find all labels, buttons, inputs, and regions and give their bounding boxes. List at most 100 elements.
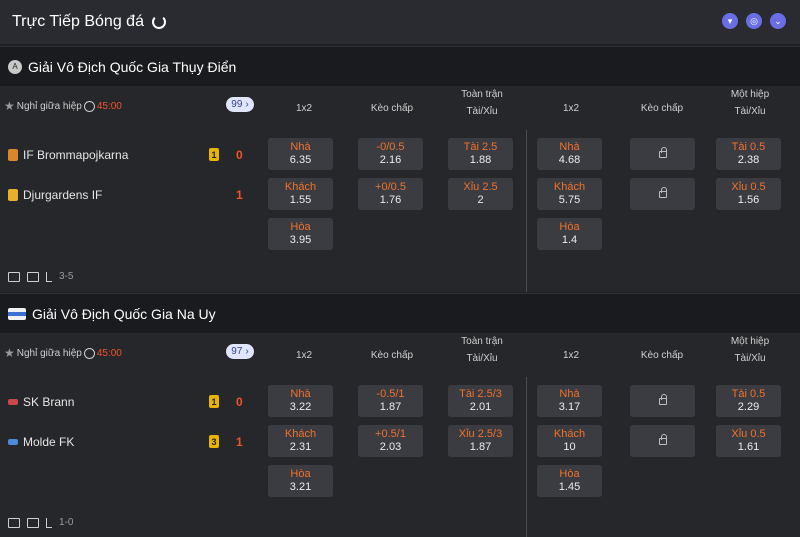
odd-label: Xỉu 2.5/3 xyxy=(458,428,503,440)
odd-half-draw[interactable]: Hòa 1.45 xyxy=(537,465,602,497)
league-header[interactable]: Giải Vô Địch Quốc Gia Na Uy xyxy=(0,293,800,333)
team-badge-icon xyxy=(8,149,18,161)
stats-icon[interactable] xyxy=(46,271,52,282)
team-badge-icon xyxy=(8,439,18,445)
column-header-row: ★ Nghỉ giữa hiệp 45:00 99 › 1x2 Kèo chấp … xyxy=(0,86,800,130)
more-markets-button[interactable]: 97 › xyxy=(226,344,254,359)
odd-ft-under[interactable]: Xỉu 2.5/3 1.87 xyxy=(448,425,513,457)
odd-ft-away[interactable]: Khách 1.55 xyxy=(268,178,333,210)
odd-label: Khách xyxy=(284,428,317,440)
col-ft-label: Toàn trận xyxy=(461,336,503,347)
settings-icon[interactable]: ◎ xyxy=(746,13,762,29)
match-footer: 1-0 xyxy=(8,517,73,528)
pitch-icon[interactable] xyxy=(27,271,39,282)
match-status: ★ Nghỉ giữa hiệp 45:00 xyxy=(4,99,122,113)
col-half-label: Một hiệp xyxy=(730,89,770,100)
odd-ft-away[interactable]: Khách 2.31 xyxy=(268,425,333,457)
home-team[interactable]: IF Brommapojkarna xyxy=(8,148,128,162)
odd-value: 2.38 xyxy=(737,154,760,166)
home-score: 0 xyxy=(236,148,243,162)
odd-half-over[interactable]: Tài 0.5 2.38 xyxy=(716,138,781,170)
odd-value: 1.56 xyxy=(737,194,760,206)
refresh-icon[interactable] xyxy=(151,15,166,29)
favorite-star-icon[interactable]: ★ xyxy=(4,346,15,360)
pitch-icon[interactable] xyxy=(27,517,39,528)
col-ft-ou: Toàn trận Tài/Xỉu xyxy=(450,88,514,118)
away-team[interactable]: Molde FK xyxy=(8,435,74,449)
video-icon[interactable] xyxy=(8,271,20,282)
locked-odd xyxy=(630,178,695,210)
league-logo-icon: A xyxy=(8,59,22,74)
lock-icon xyxy=(658,186,667,198)
top-bar: Trực Tiếp Bóng đá ▾ ◎ ⌄ xyxy=(0,0,800,44)
red-card-count: 1 xyxy=(209,148,219,161)
locked-odd xyxy=(630,425,695,457)
odd-value: 3.21 xyxy=(289,481,312,493)
odd-half-under[interactable]: Xỉu 0.5 1.61 xyxy=(716,425,781,457)
odd-half-under[interactable]: Xỉu 0.5 1.56 xyxy=(716,178,781,210)
odd-value: 5.75 xyxy=(558,194,581,206)
col-ft-ou: Toàn trận Tài/Xỉu xyxy=(450,335,514,365)
column-divider xyxy=(526,377,527,537)
collapse-icon[interactable]: ⌄ xyxy=(770,13,786,29)
home-team-name: IF Brommapojkarna xyxy=(23,148,129,162)
col-half-ou-label: Tài/Xỉu xyxy=(734,106,766,117)
odd-ft-draw[interactable]: Hòa 3.95 xyxy=(268,218,333,250)
col-ou-label: Tài/Xỉu xyxy=(466,106,498,117)
odd-ft-home[interactable]: Nhà 6.35 xyxy=(268,138,333,170)
league-section: A Giải Vô Địch Quốc Gia Thụy Điển ★ Nghỉ… xyxy=(0,46,800,292)
odd-label: -0/0.5 xyxy=(376,141,405,153)
odd-half-over[interactable]: Tài 0.5 2.29 xyxy=(716,385,781,417)
chevron-right-icon: › xyxy=(245,346,249,357)
top-icons: ▾ ◎ ⌄ xyxy=(722,13,786,29)
odd-hcp-home[interactable]: -0/0.5 2.16 xyxy=(358,138,423,170)
odd-half-away[interactable]: Khách 5.75 xyxy=(537,178,602,210)
col-half-1x2: 1x2 xyxy=(562,103,580,114)
odd-half-away[interactable]: Khách 10 xyxy=(537,425,602,457)
lock-icon xyxy=(658,433,667,445)
odd-hcp-away[interactable]: +0/0.5 1.76 xyxy=(358,178,423,210)
odd-value: 3.95 xyxy=(289,234,312,246)
home-score: 0 xyxy=(236,395,243,409)
filter-icon[interactable]: ▾ xyxy=(722,13,738,29)
away-team[interactable]: Djurgardens IF xyxy=(8,188,102,202)
league-name: Giải Vô Địch Quốc Gia Na Uy xyxy=(32,305,216,322)
favorite-star-icon[interactable]: ★ xyxy=(4,99,15,113)
red-card-count: 3 xyxy=(209,435,219,448)
more-markets-button[interactable]: 99 › xyxy=(226,97,254,112)
col-ou-label: Tài/Xỉu xyxy=(466,353,498,364)
col-half-ou: Một hiệp Tài/Xỉu xyxy=(718,335,782,365)
match-row: SK Brann 1 0 Molde FK 3 1 Nhà 3.22 Khách 2… xyxy=(0,377,800,537)
odd-half-draw[interactable]: Hòa 1.4 xyxy=(537,218,602,250)
odd-ft-home[interactable]: Nhà 3.22 xyxy=(268,385,333,417)
odd-ft-over[interactable]: Tài 2.5/3 2.01 xyxy=(448,385,513,417)
odd-value: 6.35 xyxy=(289,154,312,166)
odd-ft-draw[interactable]: Hòa 3.21 xyxy=(268,465,333,497)
odd-label: Nhà xyxy=(559,388,580,400)
odd-label: Tài 2.5 xyxy=(463,141,498,153)
odd-label: Tài 2.5/3 xyxy=(459,388,502,400)
stats-icon[interactable] xyxy=(46,517,52,528)
video-icon[interactable] xyxy=(8,517,20,528)
col-half-handicap: Kèo chấp xyxy=(640,103,684,114)
red-card-count: 1 xyxy=(209,395,219,408)
odd-half-home[interactable]: Nhà 4.68 xyxy=(537,138,602,170)
col-half-handicap: Kèo chấp xyxy=(640,350,684,361)
home-team[interactable]: SK Brann xyxy=(8,395,74,409)
odd-value: 1.55 xyxy=(289,194,312,206)
odd-label: Tài 0.5 xyxy=(731,141,766,153)
odd-label: Nhà xyxy=(559,141,580,153)
odd-hcp-home[interactable]: -0.5/1 1.87 xyxy=(358,385,423,417)
odd-value: 2.01 xyxy=(469,401,492,413)
col-1x2: 1x2 xyxy=(295,350,313,361)
league-header[interactable]: A Giải Vô Địch Quốc Gia Thụy Điển xyxy=(0,46,800,86)
odd-half-home[interactable]: Nhà 3.17 xyxy=(537,385,602,417)
odd-ft-under[interactable]: Xỉu 2.5 2 xyxy=(448,178,513,210)
odd-value: 1.61 xyxy=(737,441,760,453)
odd-hcp-away[interactable]: +0.5/1 2.03 xyxy=(358,425,423,457)
column-header-row: ★ Nghỉ giữa hiệp 45:00 97 › 1x2 Kèo chấp … xyxy=(0,333,800,377)
locked-odd xyxy=(630,138,695,170)
lock-icon xyxy=(658,146,667,158)
ht-score: 3-5 xyxy=(59,271,74,282)
odd-ft-over[interactable]: Tài 2.5 1.88 xyxy=(448,138,513,170)
